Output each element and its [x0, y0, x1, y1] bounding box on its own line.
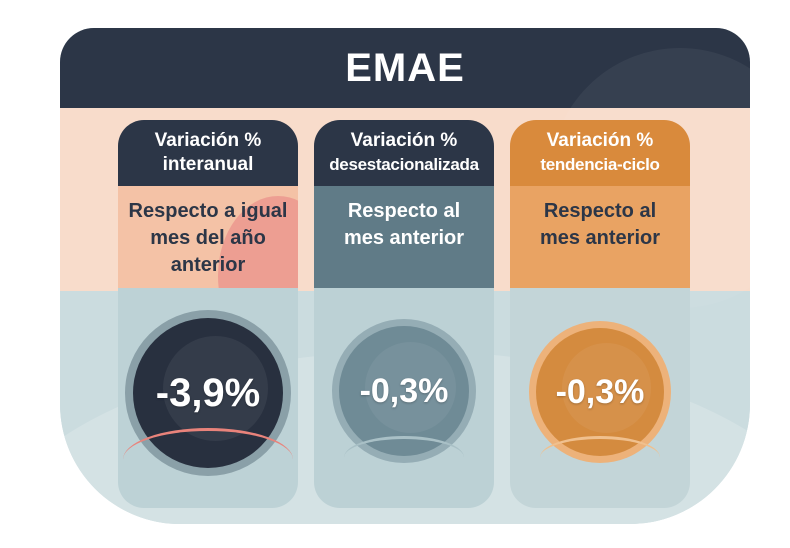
emae-panel: EMAE Variación % interanual Respecto a i…: [60, 28, 750, 524]
decorative-arc: [344, 436, 464, 479]
card-interanual: Variación % interanual Respecto a igual …: [118, 120, 298, 508]
card-description-line1: Respecto a igual: [128, 200, 288, 222]
card-header: Variación % desestacionalizada: [314, 120, 494, 186]
card-description-line3: anterior: [170, 254, 246, 276]
card-header: Variación % tendencia-ciclo: [510, 120, 690, 186]
decorative-arc: [123, 428, 293, 491]
card-description-line1: Respecto al: [543, 200, 657, 222]
card-description-line2: mes del año: [150, 227, 266, 249]
card-header-line1: Variación %: [350, 130, 458, 151]
card-description-line1: Respecto al: [347, 200, 461, 222]
value-circle: -0,3%: [339, 326, 469, 456]
card-description: Respecto a igual mes del año anterior: [118, 186, 298, 288]
header-band: EMAE: [60, 28, 750, 308]
card-header-line2: desestacionalizada: [329, 155, 479, 174]
card-header-line1: Variación %: [154, 130, 262, 151]
card-value-area: -0,3%: [510, 288, 690, 508]
value-label: -0,3%: [555, 372, 645, 411]
card-description: Respecto al mes anterior: [510, 186, 690, 288]
value-label: -0,3%: [359, 371, 449, 410]
card-tendencia-ciclo: Variación % tendencia-ciclo Respecto al …: [510, 120, 690, 508]
page-title: EMAE: [345, 45, 465, 90]
decorative-arc: [540, 436, 660, 479]
card-header: Variación % interanual: [118, 120, 298, 186]
card-description-line2: mes anterior: [539, 227, 661, 249]
card-header-line2: interanual: [162, 154, 254, 175]
card-header-line2: tendencia-ciclo: [540, 155, 660, 174]
value-label: -3,9%: [155, 370, 261, 415]
card-value-area: -0,3%: [314, 288, 494, 508]
card-description: Respecto al mes anterior: [314, 186, 494, 288]
card-value-area: -3,9%: [118, 288, 298, 508]
card-header-line1: Variación %: [546, 130, 654, 151]
value-circle: -0,3%: [536, 328, 664, 456]
card-description-line2: mes anterior: [343, 227, 465, 249]
card-desestacionalizada: Variación % desestacionalizada Respecto …: [314, 120, 494, 508]
